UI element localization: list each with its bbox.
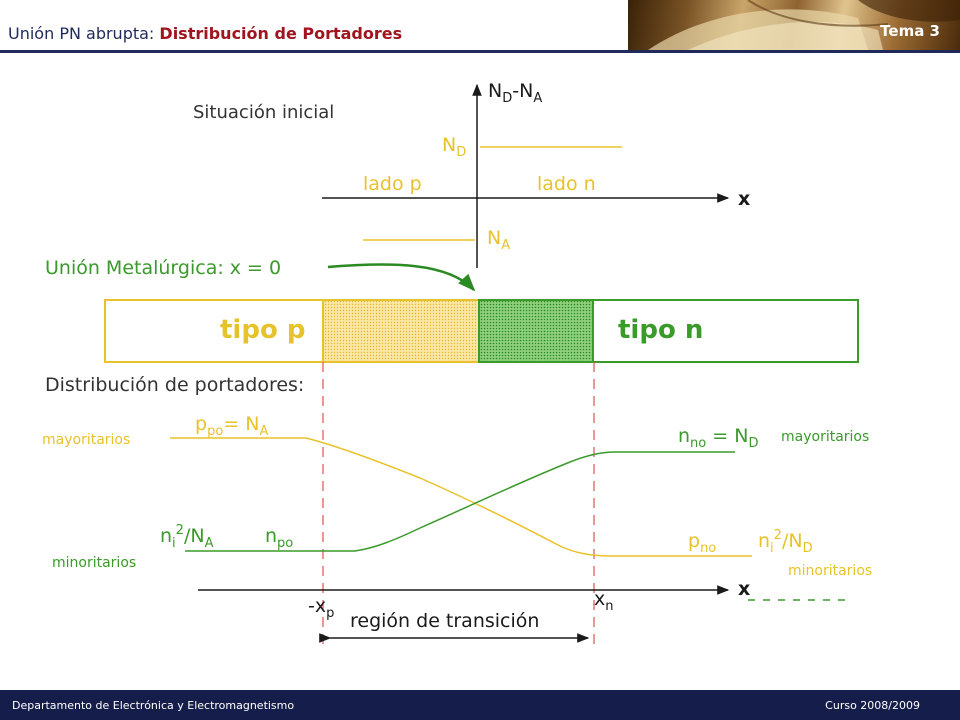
initial-x-label: x bbox=[738, 188, 750, 210]
ni-over-na-label: ni2/NA bbox=[160, 523, 214, 551]
junction-label: Unión Metalúrgica: x = 0 bbox=[45, 257, 281, 279]
electron-concentration-curve bbox=[185, 451, 735, 552]
slide-title-highlight: Distribución de Portadores bbox=[159, 24, 403, 43]
minority-right-label: minoritarios bbox=[788, 563, 872, 579]
slide-title: Unión PN abrupta: Distribución de Portad… bbox=[8, 24, 402, 43]
n-depletion-region bbox=[478, 299, 594, 363]
pno-label: pno bbox=[688, 530, 716, 556]
ppo-label: ppo= NA bbox=[195, 413, 268, 439]
p-type-label: tipo p bbox=[220, 315, 305, 345]
p-neutral-region bbox=[104, 299, 324, 363]
xp-label: -xp bbox=[308, 595, 334, 621]
n-type-label: tipo n bbox=[618, 315, 703, 345]
majority-right-label: mayoritarios bbox=[781, 429, 869, 445]
majority-left-label: mayoritarios bbox=[42, 432, 130, 448]
footer-course: Curso 2008/2009 bbox=[825, 699, 920, 712]
n-neutral-region bbox=[592, 299, 859, 363]
ni-over-nd-label: ni2/ND bbox=[758, 528, 813, 556]
na-label: NA bbox=[487, 227, 510, 253]
y-axis-label: ND-NA bbox=[488, 80, 542, 106]
side-p-label: lado p bbox=[363, 173, 422, 195]
carrier-distribution-diagram: Situación inicial ND-NA ND NA lado p lad… bbox=[42, 80, 872, 648]
carriers-x-label: x bbox=[738, 578, 750, 600]
slide-title-prefix: Unión PN abrupta: bbox=[8, 24, 160, 43]
slide-footer: Departamento de Electrónica y Electromag… bbox=[0, 690, 960, 720]
transition-region-label: región de transición bbox=[350, 610, 539, 632]
xn-label: xn bbox=[594, 588, 614, 614]
initial-situation-title: Situación inicial bbox=[193, 102, 334, 123]
npo-label: npo bbox=[265, 525, 293, 551]
tema-label: Tema 3 bbox=[880, 22, 940, 40]
carriers-title: Distribución de portadores: bbox=[45, 374, 304, 396]
junction-arrow bbox=[327, 263, 476, 292]
footer-department: Departamento de Electrónica y Electromag… bbox=[12, 699, 295, 712]
minority-left-label: minoritarios bbox=[52, 555, 136, 571]
hole-concentration-curve bbox=[170, 437, 752, 557]
nd-label: ND bbox=[442, 134, 466, 160]
book-pages-image bbox=[648, 0, 960, 50]
nno-label: nno = ND bbox=[678, 425, 758, 451]
slide-header: Unión PN abrupta: Distribución de Portad… bbox=[0, 0, 960, 53]
p-depletion-region bbox=[322, 299, 480, 363]
side-n-label: lado n bbox=[537, 173, 596, 195]
header-book-image bbox=[628, 0, 960, 50]
header-rule bbox=[0, 50, 960, 53]
